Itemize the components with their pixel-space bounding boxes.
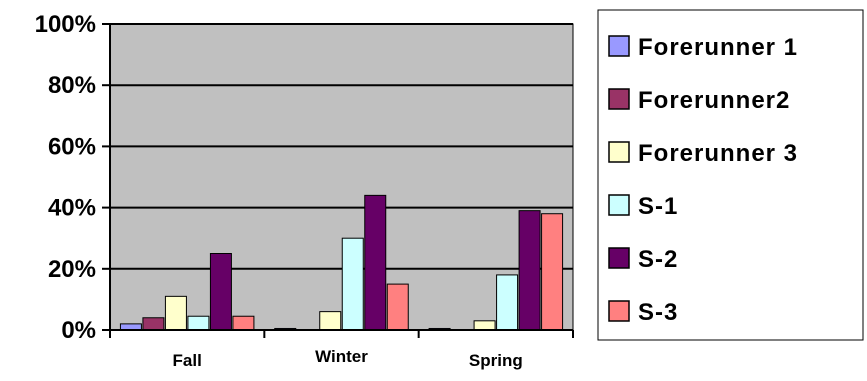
bar-s-3-fall: [232, 315, 255, 331]
bar-s-1-fall: [187, 315, 210, 331]
legend-label: S-2: [638, 246, 678, 273]
legend-label: Forerunner2: [638, 87, 790, 114]
legend-swatch: [608, 35, 630, 57]
x-tick-label: Spring: [469, 351, 523, 370]
bar-s-1-winter: [341, 237, 364, 331]
x-tick-label: Winter: [315, 347, 368, 366]
legend-swatch: [608, 88, 630, 110]
bar-forerunner-3-winter: [319, 311, 342, 331]
bar-s-2-spring: [518, 210, 541, 331]
x-tick-labels: Fall Winter Spring: [173, 347, 523, 370]
y-tick-label: 100%: [35, 11, 96, 38]
y-tick-labels: 0% 20% 40% 60% 80% 100%: [35, 11, 96, 344]
axes: [102, 23, 574, 338]
bar-s-3-winter: [386, 283, 409, 331]
x-tick-label: Fall: [173, 351, 202, 370]
gridlines: [110, 23, 573, 270]
y-tick-label: 60%: [48, 133, 96, 160]
y-tick-label: 0%: [61, 317, 96, 344]
bar-s-2-fall: [209, 253, 232, 331]
bar-s-3-spring: [541, 213, 564, 331]
bars: [119, 194, 564, 331]
plot-area: [109, 23, 574, 331]
y-tick-label: 40%: [48, 195, 96, 222]
legend-label: S-3: [638, 299, 678, 326]
legend-swatch: [608, 194, 630, 216]
legend-swatch: [608, 247, 630, 269]
legend-label: Forerunner 1: [638, 34, 798, 61]
bar-s-1-spring: [496, 274, 519, 331]
bar-forerunner2-fall: [142, 317, 165, 331]
legend-label: Forerunner 3: [638, 140, 798, 167]
legend-swatch: [608, 300, 630, 322]
bar-forerunner-3-spring: [473, 320, 496, 331]
legend-box: [597, 9, 864, 341]
legend-label: S-1: [638, 193, 678, 220]
bar-forerunner-3-fall: [164, 295, 187, 331]
legend: Forerunner 1 Forerunner2 Forerunner 3 S-1 S-…: [597, 9, 864, 341]
y-tick-label: 80%: [48, 72, 96, 99]
bar-s-2-winter: [364, 194, 387, 331]
legend-swatch: [608, 141, 630, 163]
y-tick-label: 20%: [48, 256, 96, 283]
